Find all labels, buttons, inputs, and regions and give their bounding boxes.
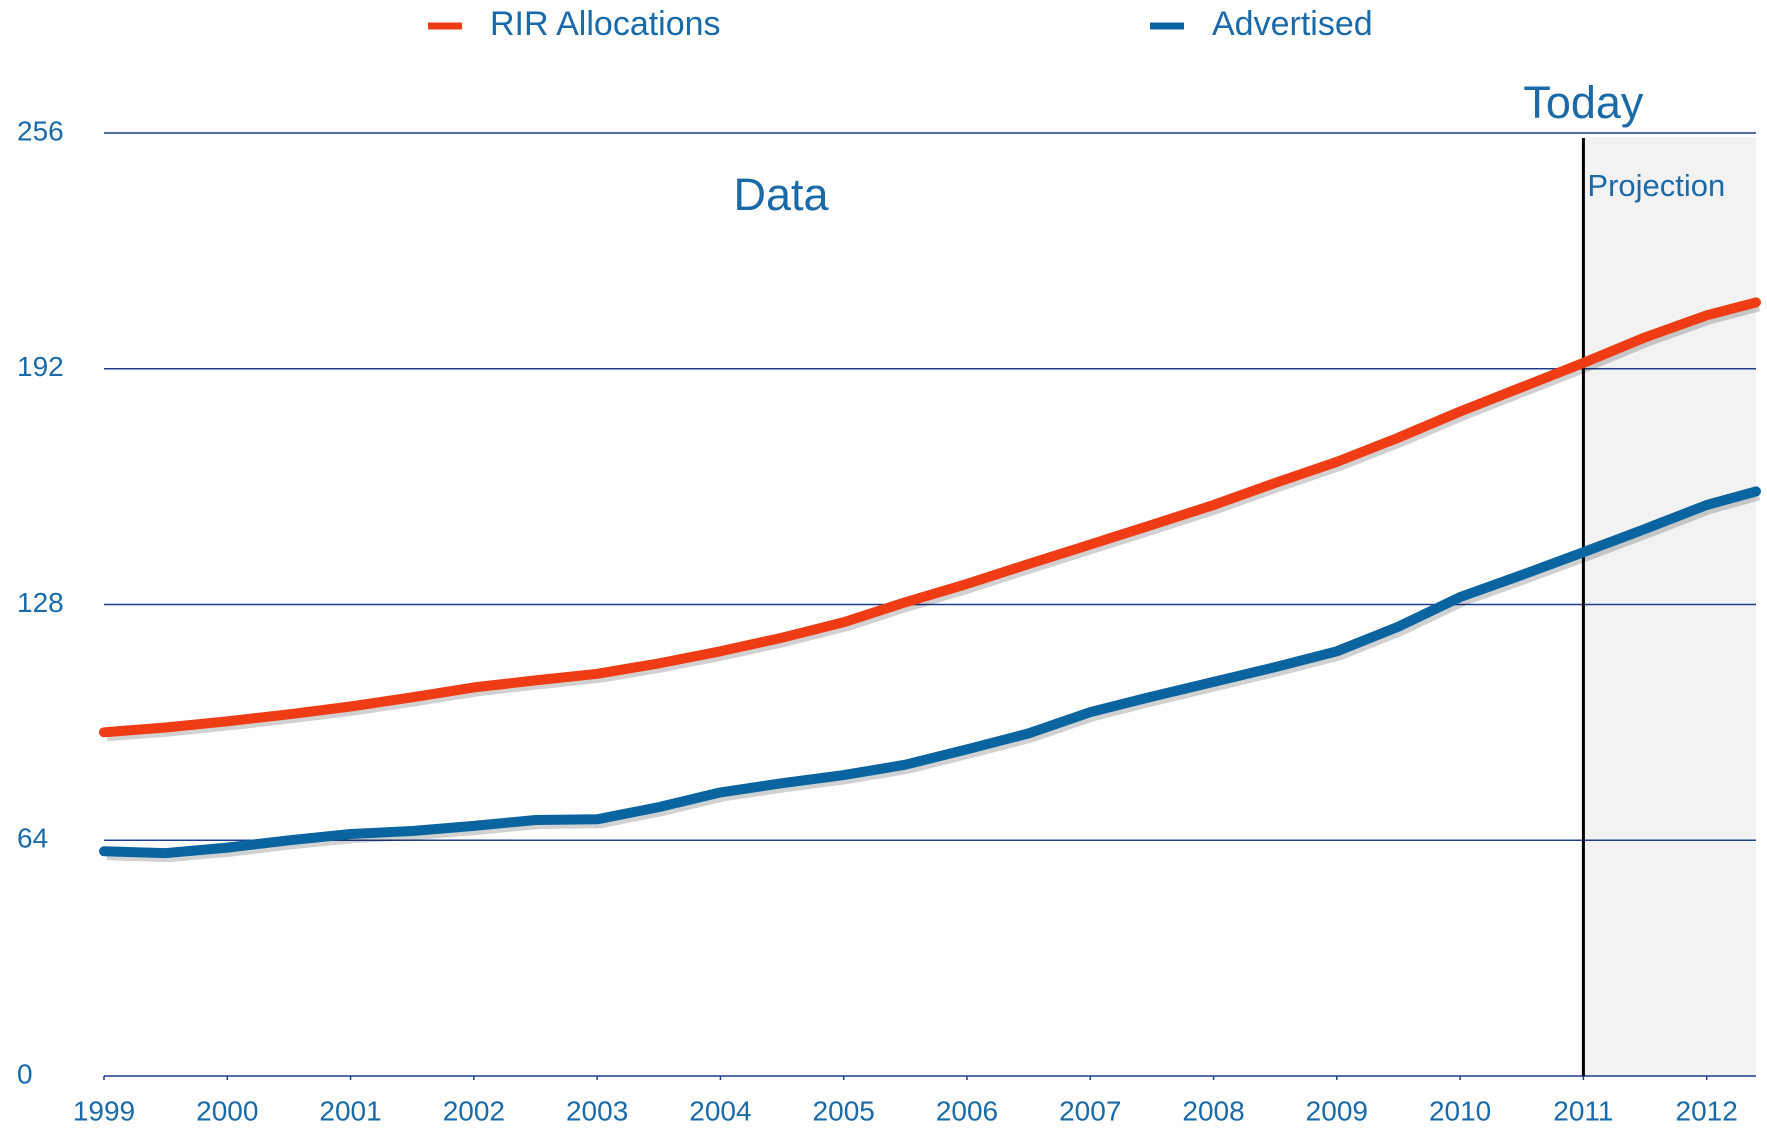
x-tick-label: 2004: [689, 1095, 751, 1126]
y-tick-label: 256: [17, 115, 64, 146]
x-tick-label: 2012: [1676, 1095, 1738, 1126]
annotation: Today: [1523, 77, 1644, 128]
legend-label: Advertised: [1212, 5, 1373, 43]
annotation: Projection: [1587, 168, 1725, 203]
x-tick-label: 2005: [813, 1095, 875, 1126]
y-tick-label: 192: [17, 351, 64, 382]
y-tick-label: 128: [17, 587, 64, 618]
x-tick-label: 2008: [1182, 1095, 1244, 1126]
x-tick-label: 2007: [1059, 1095, 1121, 1126]
x-tick-label: 1999: [73, 1095, 135, 1126]
series-line: [99, 486, 1761, 859]
x-tick-label: 2003: [566, 1095, 628, 1126]
series-line: [99, 297, 1761, 738]
x-tick-label: 2001: [319, 1095, 381, 1126]
x-tick-label: 2000: [196, 1095, 258, 1126]
x-tick-label: 2006: [936, 1095, 998, 1126]
y-tick-label: 64: [17, 823, 48, 854]
x-tick-label: 2002: [443, 1095, 505, 1126]
x-tick-label: 2010: [1429, 1095, 1491, 1126]
series-shadow: [106, 490, 1761, 863]
x-tick-label: 2011: [1553, 1095, 1613, 1126]
annotation: Data: [733, 169, 829, 220]
legend-label: RIR Allocations: [490, 5, 721, 43]
x-tick-label: 2009: [1306, 1095, 1368, 1126]
projection-region: [1583, 137, 1756, 1076]
y-tick-label: 0: [17, 1058, 33, 1089]
series-shadow: [106, 301, 1761, 742]
